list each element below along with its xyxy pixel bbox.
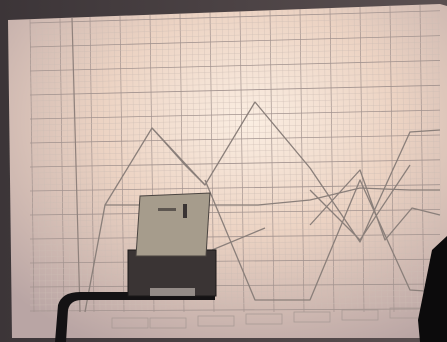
camera-light <box>150 288 195 296</box>
card-mark <box>183 204 187 218</box>
camera-card <box>136 193 210 256</box>
photo <box>0 0 447 342</box>
paper-sheet <box>8 4 447 338</box>
card-mark <box>158 208 176 211</box>
page: {} <box>0 0 447 342</box>
